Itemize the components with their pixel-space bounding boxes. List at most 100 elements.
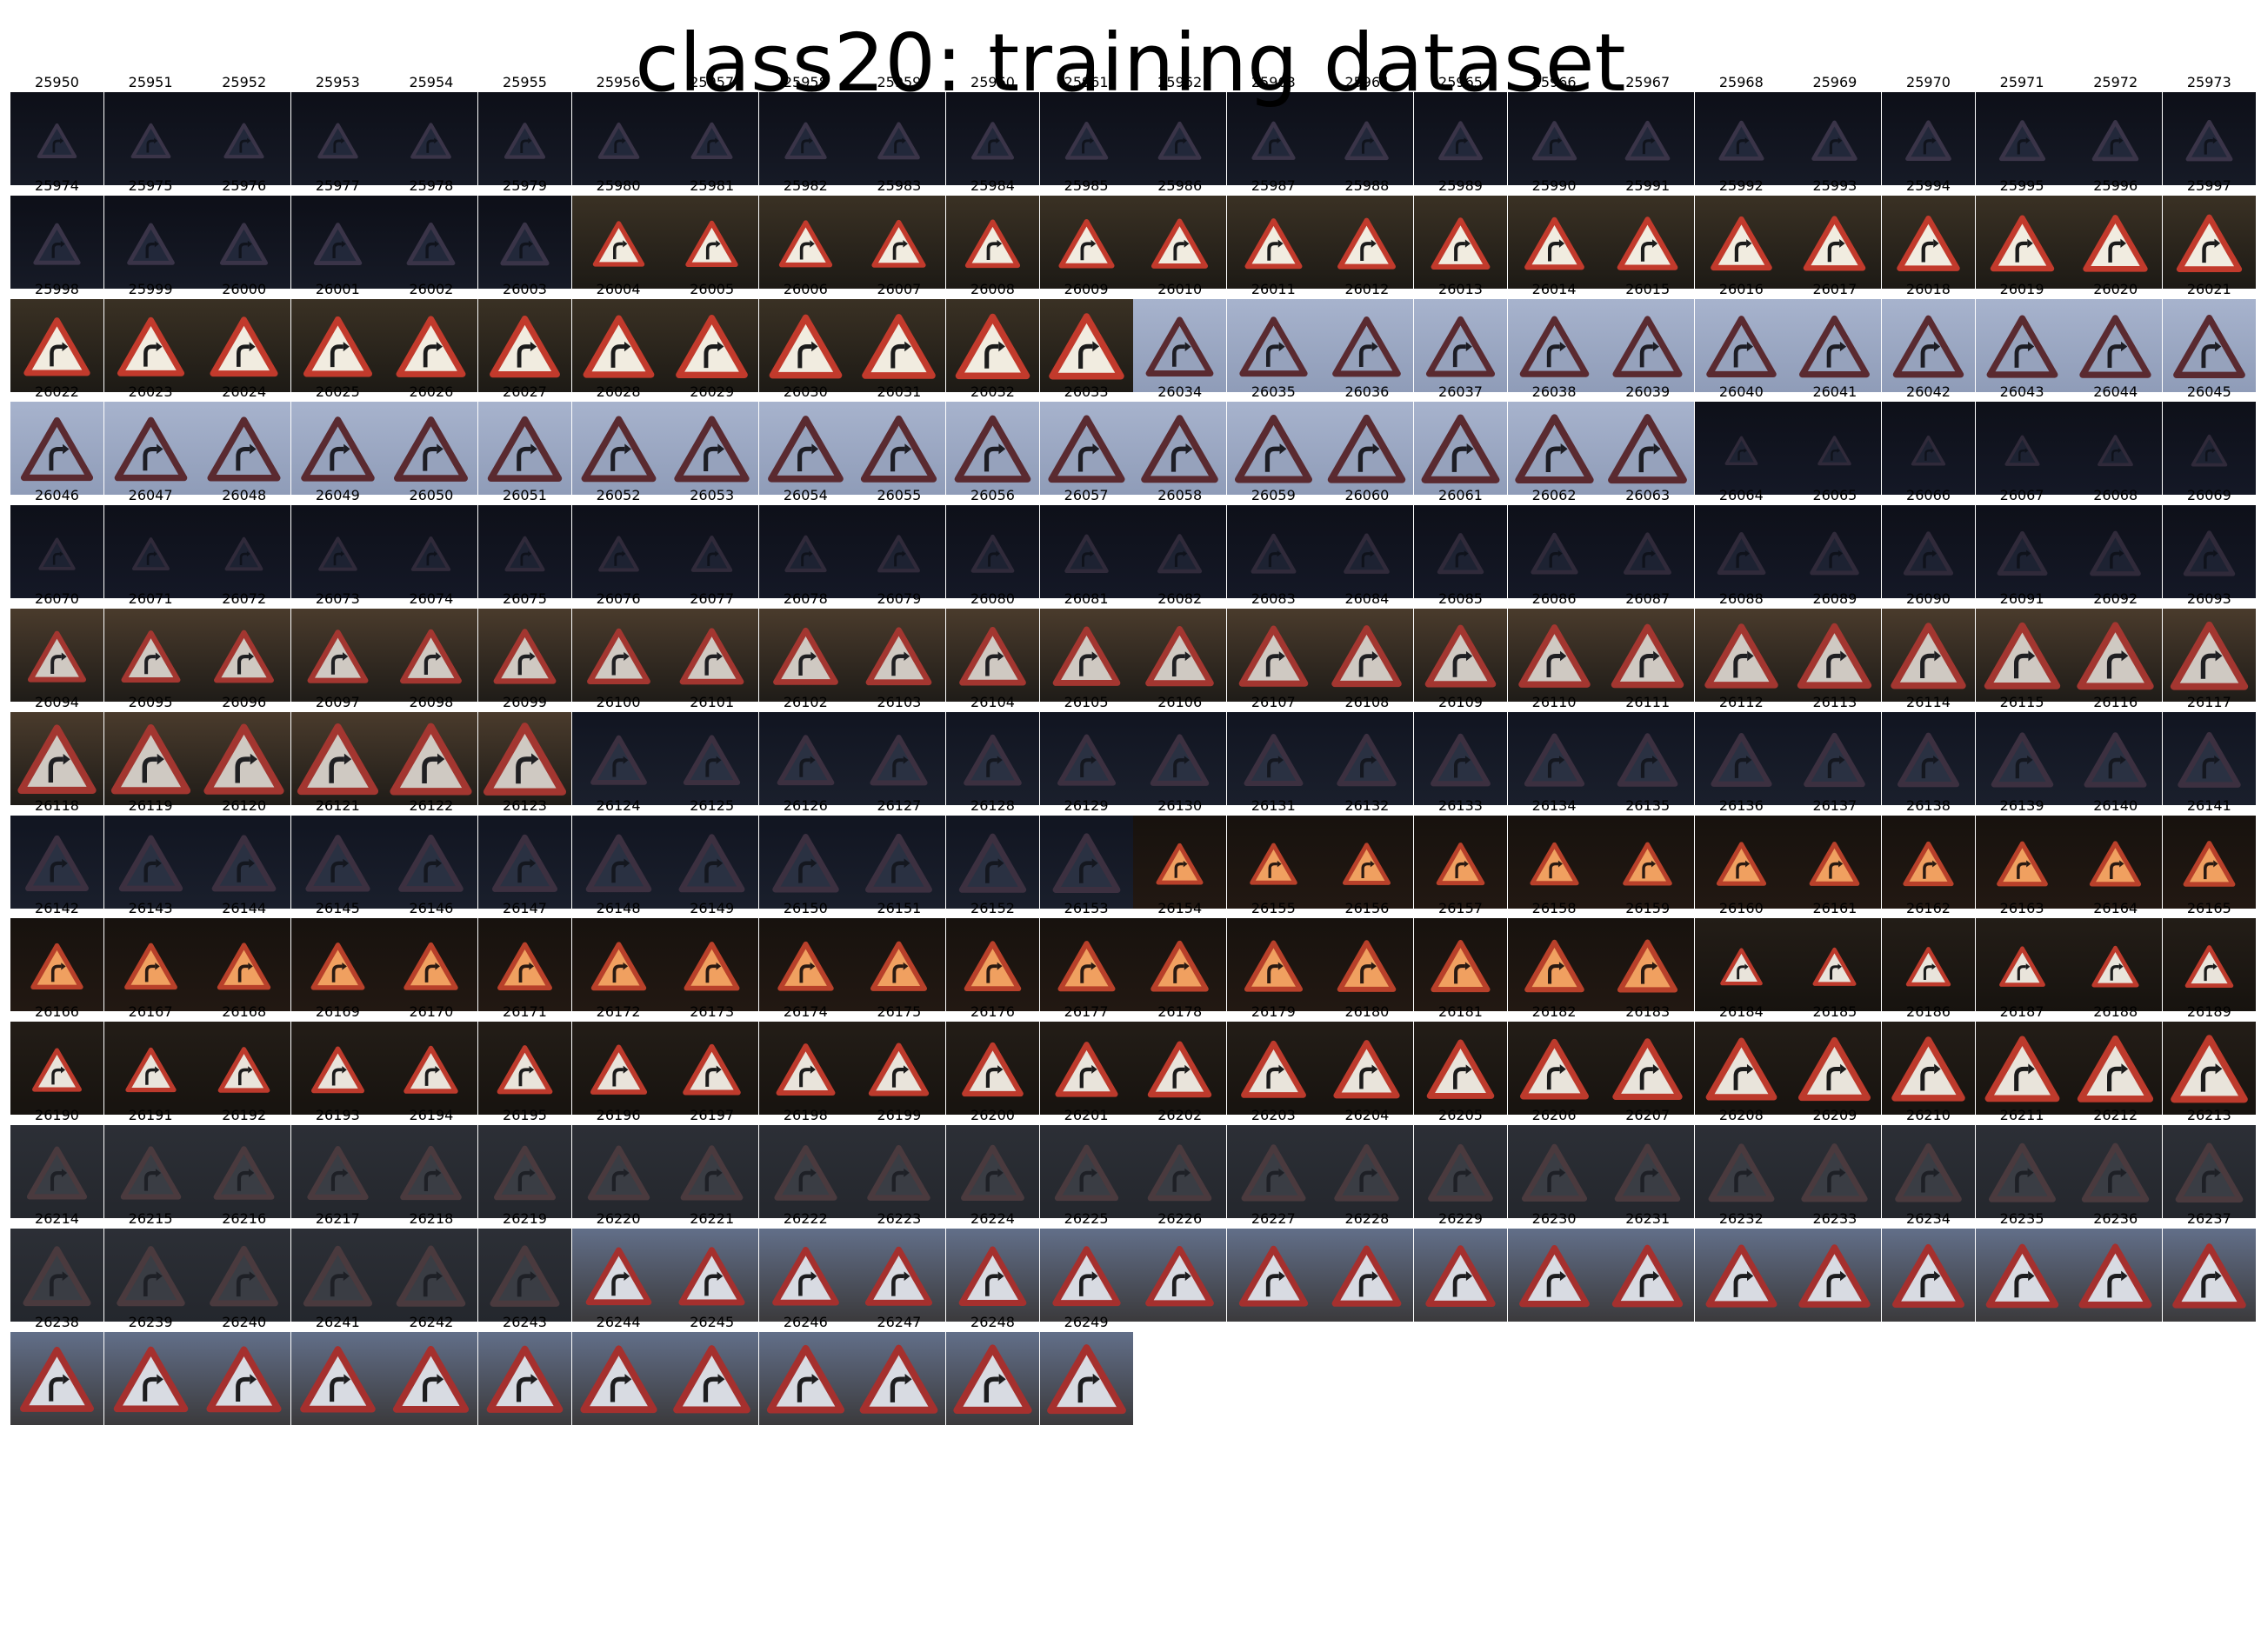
sign-thumbnail bbox=[478, 815, 571, 909]
sign-thumbnail bbox=[758, 918, 852, 1012]
right-curve-warning-sign-icon bbox=[1614, 1143, 1681, 1202]
sign-thumbnail bbox=[1507, 92, 1601, 185]
sign-thumbnail bbox=[1788, 1228, 1882, 1322]
image-id-label: 26160 bbox=[1718, 900, 1764, 917]
sign-thumbnail bbox=[946, 918, 1039, 1012]
image-id-label: 26037 bbox=[1438, 383, 1483, 401]
sign-thumbnail bbox=[2162, 1228, 2256, 1322]
right-curve-warning-sign-icon bbox=[1437, 533, 1484, 575]
sign-thumbnail bbox=[946, 1125, 1039, 1218]
image-id-label: 26031 bbox=[877, 383, 922, 401]
sign-thumbnail bbox=[478, 1228, 571, 1322]
right-curve-warning-sign-icon bbox=[1724, 436, 1758, 466]
right-curve-warning-sign-icon bbox=[1524, 216, 1584, 270]
right-curve-warning-sign-icon bbox=[587, 1145, 650, 1201]
sign-thumbnail bbox=[852, 609, 946, 702]
image-id-label: 26236 bbox=[2093, 1209, 2138, 1227]
sign-thumbnail bbox=[2162, 195, 2256, 289]
image-id-label: 25963 bbox=[1251, 74, 1296, 90]
image-id-label: 26055 bbox=[877, 487, 922, 504]
image-id-label: 26182 bbox=[1531, 1003, 1577, 1021]
sign-thumbnail bbox=[852, 1331, 946, 1425]
sign-thumbnail bbox=[665, 1228, 759, 1322]
right-curve-warning-sign-icon bbox=[1521, 1143, 1587, 1202]
sign-thumbnail bbox=[1320, 609, 1414, 702]
sign-thumbnail bbox=[665, 298, 759, 392]
image-id-label: 26071 bbox=[128, 590, 173, 607]
right-curve-warning-sign-icon bbox=[1531, 121, 1577, 161]
right-curve-warning-sign-icon bbox=[207, 416, 281, 482]
right-curve-warning-sign-icon bbox=[2175, 1142, 2244, 1202]
sign-thumbnail bbox=[1882, 92, 1975, 185]
right-curve-warning-sign-icon bbox=[1057, 941, 1116, 992]
image-id-label: 26057 bbox=[1064, 487, 1109, 504]
right-curve-warning-sign-icon bbox=[1344, 121, 1390, 161]
image-id-label: 26061 bbox=[1438, 487, 1483, 504]
image-id-label: 26128 bbox=[970, 796, 1015, 814]
image-id-label: 25978 bbox=[409, 177, 454, 194]
sign-thumbnail bbox=[2069, 815, 2163, 909]
right-curve-warning-sign-icon bbox=[2172, 1242, 2246, 1309]
sign-thumbnail bbox=[1601, 505, 1695, 599]
right-curve-warning-sign-icon bbox=[1238, 1245, 1308, 1307]
image-id-label: 26165 bbox=[2186, 900, 2231, 917]
image-id-label: 26163 bbox=[1999, 900, 2044, 917]
sign-thumbnail bbox=[2069, 92, 2163, 185]
right-curve-warning-sign-icon bbox=[406, 222, 456, 265]
sign-thumbnail bbox=[384, 505, 478, 599]
right-curve-warning-sign-icon bbox=[2090, 530, 2142, 576]
right-curve-warning-sign-icon bbox=[1804, 216, 1866, 271]
right-curve-warning-sign-icon bbox=[404, 943, 459, 991]
image-id-label: 26093 bbox=[2186, 590, 2231, 607]
image-id-label: 26244 bbox=[596, 1313, 641, 1330]
sign-thumbnail bbox=[1601, 402, 1695, 496]
image-id-label: 26206 bbox=[1531, 1107, 1577, 1123]
sign-thumbnail bbox=[758, 609, 852, 702]
image-id-label: 26242 bbox=[409, 1313, 454, 1330]
image-id-label: 26070 bbox=[35, 590, 79, 607]
right-curve-warning-sign-icon bbox=[1157, 534, 1203, 574]
sign-thumbnail bbox=[571, 815, 665, 909]
sign-thumbnail bbox=[1601, 1228, 1695, 1322]
right-curve-warning-sign-icon bbox=[2178, 731, 2241, 788]
right-curve-warning-sign-icon bbox=[771, 1246, 839, 1306]
sign-thumbnail bbox=[1414, 92, 1507, 185]
sign-thumbnail bbox=[1414, 298, 1507, 392]
sign-thumbnail bbox=[665, 402, 759, 496]
sign-thumbnail bbox=[1975, 815, 2069, 909]
image-id-label: 26119 bbox=[128, 796, 173, 814]
sign-thumbnail bbox=[290, 402, 384, 496]
image-id-label: 25952 bbox=[222, 74, 267, 90]
image-id-label: 26171 bbox=[503, 1003, 547, 1021]
image-id-label: 26118 bbox=[35, 796, 79, 814]
right-curve-warning-sign-icon bbox=[866, 627, 932, 686]
right-curve-warning-sign-icon bbox=[1331, 1245, 1402, 1307]
sign-thumbnail bbox=[478, 195, 571, 289]
sign-thumbnail bbox=[1320, 505, 1414, 599]
right-curve-warning-sign-icon bbox=[1718, 120, 1764, 161]
right-curve-warning-sign-icon bbox=[766, 1344, 844, 1414]
right-curve-warning-sign-icon bbox=[1998, 946, 2045, 988]
image-id-label: 26227 bbox=[1251, 1209, 1296, 1227]
right-curve-warning-sign-icon bbox=[1048, 312, 1124, 380]
sign-thumbnail bbox=[571, 918, 665, 1012]
image-id-label: 26159 bbox=[1625, 900, 1671, 917]
sign-thumbnail bbox=[2162, 298, 2256, 392]
sign-thumbnail bbox=[946, 609, 1039, 702]
image-id-label: 26042 bbox=[1906, 383, 1951, 401]
sign-thumbnail bbox=[1133, 195, 1227, 289]
image-id-label: 26186 bbox=[1906, 1003, 1951, 1021]
sign-thumbnail bbox=[1320, 402, 1414, 496]
right-curve-warning-sign-icon bbox=[955, 313, 1030, 379]
right-curve-warning-sign-icon bbox=[1147, 1041, 1212, 1098]
sign-thumbnail bbox=[1882, 1228, 1975, 1322]
right-curve-warning-sign-icon bbox=[1057, 734, 1116, 786]
right-curve-warning-sign-icon bbox=[774, 1145, 837, 1201]
right-curve-warning-sign-icon bbox=[586, 628, 650, 684]
right-curve-warning-sign-icon bbox=[690, 536, 733, 573]
image-id-label: 26181 bbox=[1438, 1003, 1483, 1021]
sign-thumbnail bbox=[1788, 92, 1882, 185]
right-curve-warning-sign-icon bbox=[1054, 1144, 1118, 1202]
right-curve-warning-sign-icon bbox=[2183, 840, 2236, 887]
right-curve-warning-sign-icon bbox=[410, 123, 452, 159]
